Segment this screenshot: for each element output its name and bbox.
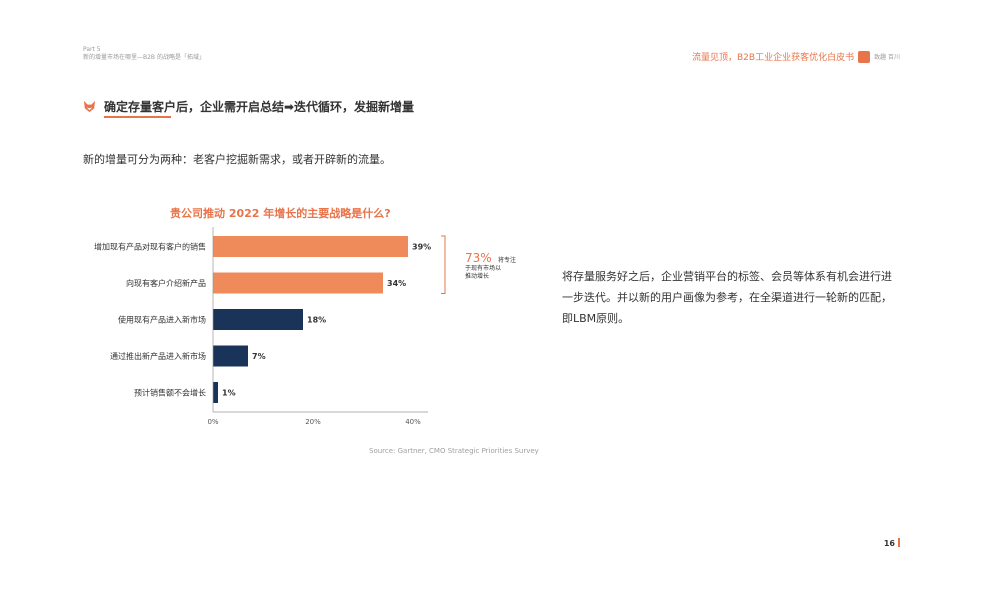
category-label: 预计销售额不会增长 bbox=[134, 388, 206, 398]
bar bbox=[213, 272, 383, 294]
bar bbox=[213, 309, 303, 330]
bar-chart: 增加现有产品对现有客户的销售 39% 向现有客户介绍新产品 34% 使用现有产品进入新市… bbox=[94, 227, 516, 426]
x-tick-label: 40% bbox=[405, 418, 421, 426]
annotation-value: 73% bbox=[465, 251, 492, 265]
category-label: 使用现有产品进入新市场 bbox=[118, 315, 206, 325]
data-label: 7% bbox=[252, 352, 266, 361]
section-heading: 确定存量客户后，企业需开启总结➡迭代循环，发掘新增量 bbox=[83, 98, 414, 115]
page-number-accent bbox=[898, 538, 900, 547]
brand-logo-icon bbox=[858, 50, 871, 63]
section-heading-text: 确定存量客户后，企业需开启总结➡迭代循环，发掘新增量 bbox=[104, 100, 415, 114]
part-subtitle: 新的增量市场在哪里—B2B 的战略是「拓域」 bbox=[83, 54, 205, 61]
fox-icon bbox=[83, 100, 96, 113]
bar bbox=[213, 345, 248, 367]
x-tick-label: 20% bbox=[305, 418, 321, 426]
body-text: 将存量服务好之后，企业营销平台的标签、会员等体系有机会进行进一步迭代。并以新的用… bbox=[562, 270, 892, 325]
report-title: 流量见顶，B2B工业企业获客优化白皮书 bbox=[692, 53, 855, 63]
intro-text: 新的增量可分为两种：老客户挖掘新需求，或者开辟新的流量。 bbox=[83, 153, 391, 166]
category-label: 向现有客户介绍新产品 bbox=[126, 278, 206, 288]
brand-logo-text: 致趣 百川 bbox=[874, 54, 900, 61]
annotation-text: 于现有市场以 bbox=[465, 264, 501, 272]
part-number: Part 5 bbox=[83, 46, 101, 53]
category-label: 通过推出新产品进入新市场 bbox=[110, 351, 206, 361]
data-label: 39% bbox=[412, 243, 431, 252]
x-tick-label: 0% bbox=[207, 418, 218, 426]
chart-title: 贵公司推动 2022 年增长的主要战略是什么? bbox=[170, 207, 391, 220]
annotation-text: 推动增长 bbox=[465, 272, 489, 280]
page-number-text: 16 bbox=[883, 539, 895, 548]
annotation-text: 将专注 bbox=[498, 256, 516, 264]
report-brand: 流量见顶，B2B工业企业获客优化白皮书 致趣 百川 bbox=[692, 50, 900, 63]
data-label: 1% bbox=[222, 389, 236, 398]
part-label: Part 5 新的增量市场在哪里—B2B 的战略是「拓域」 bbox=[83, 46, 205, 62]
data-label: 34% bbox=[387, 279, 406, 288]
heading-underline bbox=[104, 116, 171, 118]
chart-source: Source: Gartner, CMO Strategic Prioritie… bbox=[369, 447, 539, 455]
bar bbox=[213, 236, 408, 257]
bar bbox=[213, 382, 218, 403]
data-label: 18% bbox=[307, 316, 326, 325]
annotation-bracket bbox=[441, 235, 446, 294]
category-label: 增加现有产品对现有客户的销售 bbox=[94, 242, 206, 252]
page-number: 16 bbox=[884, 538, 900, 548]
